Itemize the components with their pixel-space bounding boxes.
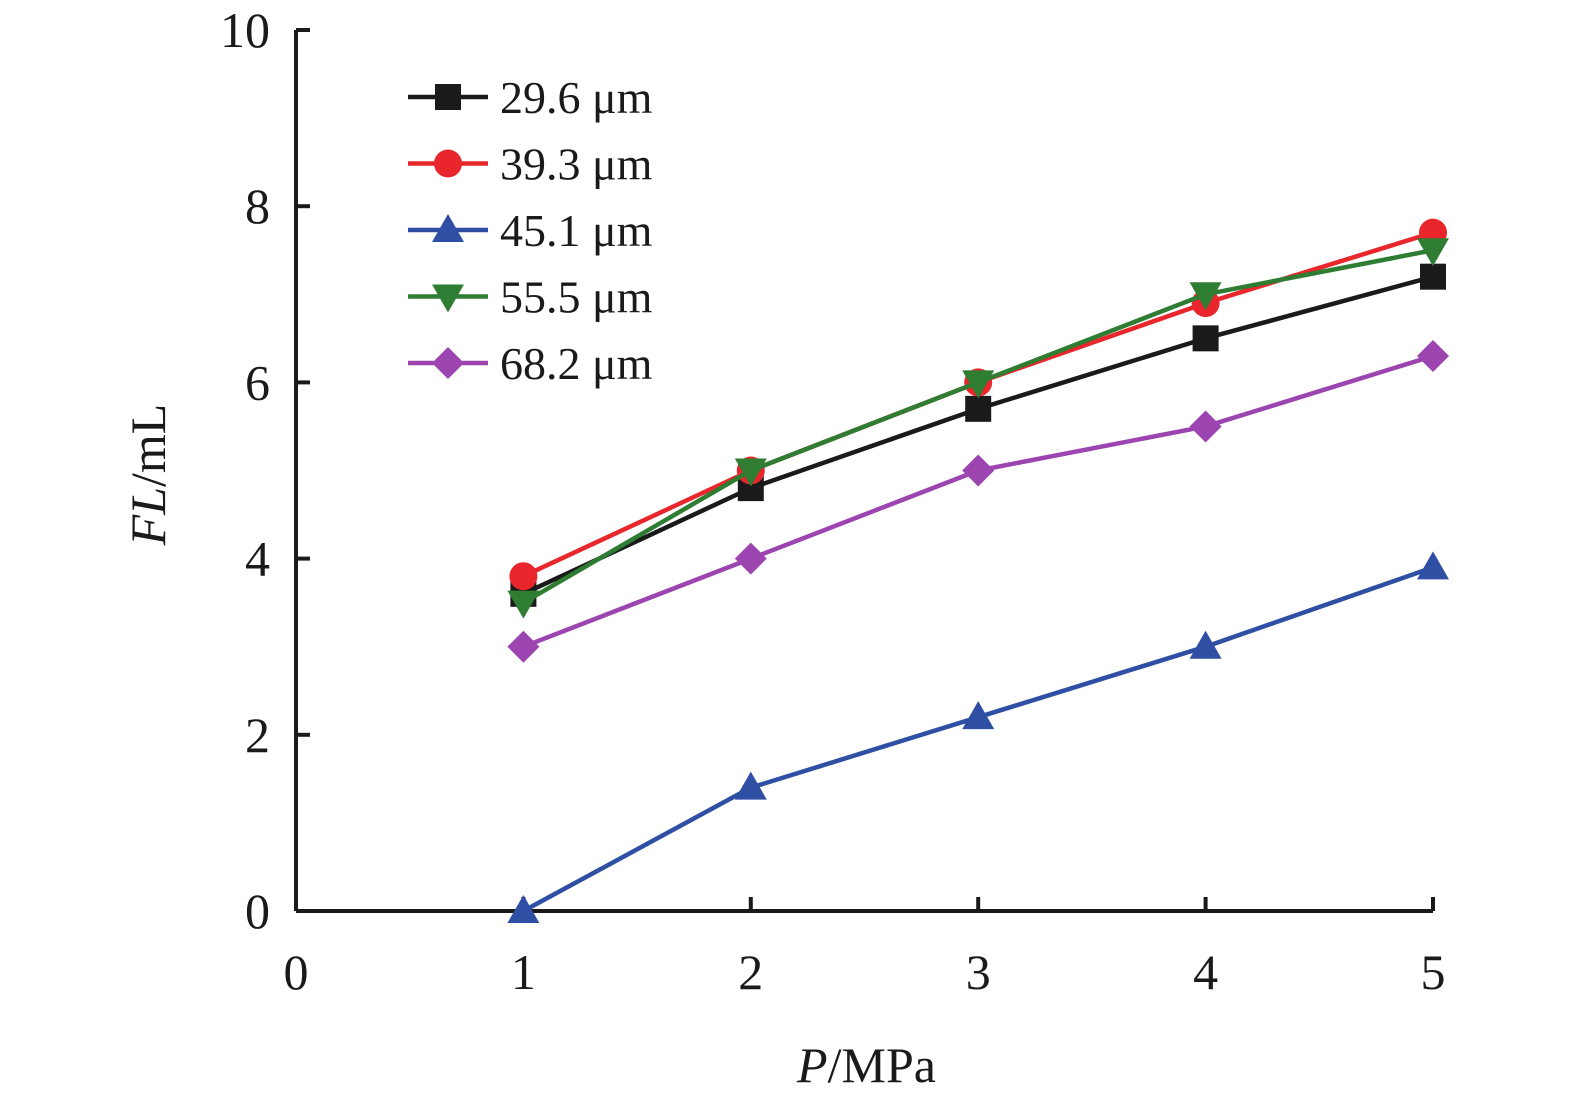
series-line-3 (522, 248, 1434, 605)
legend-marker-2 (432, 214, 464, 242)
legend-item-1: 39.3 μm (408, 139, 653, 190)
axes (294, 30, 1433, 913)
legend-label-4: 68.2 μm (500, 338, 653, 389)
legend-item-4: 68.2 μm (408, 338, 653, 389)
legend-label-1: 39.3 μm (500, 139, 653, 190)
legend-marker-0 (435, 84, 461, 110)
y-tick-label-0: 0 (245, 883, 270, 939)
data-point-3-1 (734, 458, 767, 487)
legend-item-0: 29.6 μm (408, 72, 653, 123)
x-tick-label-3: 3 (966, 944, 991, 1000)
legend: 29.6 μm 39.3 μm 45.1 μm 55.5 μm 68.2 μm (408, 72, 653, 389)
data-point-1-0 (509, 562, 538, 591)
data-point-0-3 (1192, 325, 1219, 352)
y-axis-title: FL/mL (120, 404, 176, 547)
series-layer (507, 218, 1449, 923)
data-point-4-2 (962, 454, 995, 487)
y-tick-label-1: 2 (245, 707, 270, 763)
legend-marker-1 (434, 149, 462, 178)
data-point-3-4 (1417, 238, 1449, 267)
x-tick-label-2: 2 (738, 944, 763, 1000)
y-tick-label-3: 6 (245, 354, 270, 410)
series-0 (510, 263, 1446, 607)
data-point-3-0 (507, 590, 540, 619)
y-tick-label-5: 10 (220, 2, 270, 58)
legend-marker-4 (432, 347, 464, 379)
data-point-0-4 (1420, 263, 1446, 290)
data-point-2-3 (1189, 630, 1222, 659)
data-point-4-4 (1417, 339, 1449, 372)
data-point-0-2 (965, 395, 992, 422)
legend-item-3: 55.5 μm (408, 272, 653, 323)
x-tick-label-0: 0 (284, 944, 309, 1000)
data-point-3-3 (1189, 282, 1222, 311)
x-tick-label-4: 4 (1193, 944, 1218, 1000)
x-axis-unit: /MPa (828, 1037, 936, 1093)
legend-label-3: 55.5 μm (500, 272, 653, 323)
x-axis-title: P/MPa (796, 1037, 936, 1093)
legend-item-2: 45.1 μm (408, 205, 653, 256)
series-line-0 (522, 274, 1434, 596)
series-2 (507, 551, 1449, 923)
data-point-4-3 (1189, 410, 1222, 443)
data-point-4-0 (507, 630, 540, 663)
data-point-2-4 (1417, 551, 1449, 580)
y-tick-label-2: 4 (245, 531, 270, 587)
y-axis-unit: /mL (120, 404, 176, 487)
y-axis-variable: FL (120, 487, 176, 546)
x-tick-label-1: 1 (511, 944, 536, 1000)
data-point-2-0 (507, 895, 540, 923)
x-axis-variable: P (796, 1037, 828, 1093)
data-point-2-1 (734, 771, 767, 800)
series-line-2 (522, 565, 1434, 913)
series-3 (507, 238, 1449, 619)
legend-label-2: 45.1 μm (500, 205, 653, 256)
data-point-2-2 (962, 701, 995, 730)
x-tick-label-5: 5 (1421, 944, 1446, 1000)
legend-label-0: 29.6 μm (500, 72, 653, 123)
legend-marker-3 (432, 284, 464, 313)
y-tick-label-4: 8 (245, 178, 270, 234)
data-point-3-2 (962, 370, 995, 399)
ticks: 0 2 4 6 8 10 0 1 2 3 4 5 (220, 2, 1446, 1000)
data-point-4-1 (734, 542, 767, 575)
series-4 (507, 339, 1449, 663)
